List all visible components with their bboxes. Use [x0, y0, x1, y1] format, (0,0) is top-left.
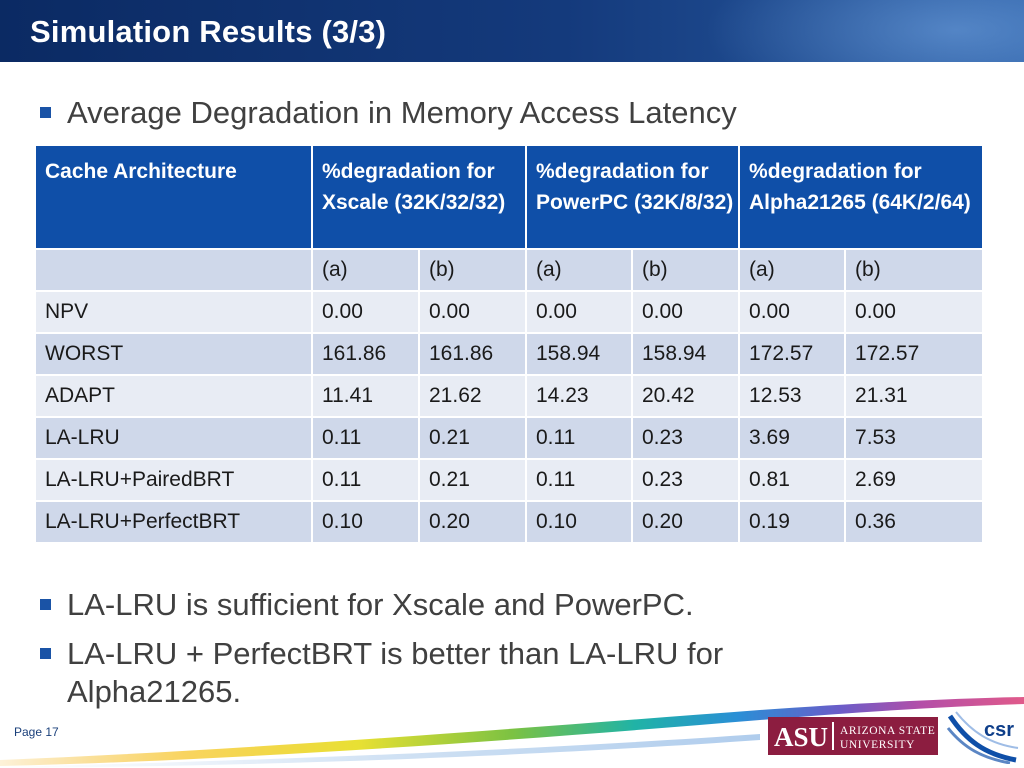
subheader-cell: (a): [311, 248, 420, 292]
page-number: Page 17: [14, 725, 59, 739]
value-cell: 21.31: [844, 374, 985, 418]
table-row: NPV 0.00 0.00 0.00 0.00 0.00 0.00: [34, 290, 985, 334]
value-cell: 0.00: [525, 290, 633, 334]
slide-title: Simulation Results (3/3): [30, 14, 387, 49]
value-cell: 0.21: [418, 458, 527, 502]
bullet-square-icon: [40, 107, 51, 118]
row-label-cell: WORST: [34, 332, 313, 376]
value-cell: 0.36: [844, 500, 985, 544]
value-cell: 172.57: [844, 332, 985, 376]
value-cell: 0.00: [844, 290, 985, 334]
table-row: WORST 161.86 161.86 158.94 158.94 172.57 172.5…: [34, 332, 985, 376]
value-cell: 161.86: [311, 332, 420, 376]
value-cell: 0.11: [525, 458, 633, 502]
bullet-text: Average Degradation in Memory Access Lat…: [67, 95, 737, 130]
value-cell: 158.94: [630, 332, 741, 376]
value-cell: 0.00: [630, 290, 741, 334]
value-cell: 0.23: [630, 458, 741, 502]
value-cell: 0.10: [525, 500, 633, 544]
table-row: LA-LRU 0.11 0.21 0.11 0.23 3.69 7.53: [34, 416, 985, 460]
subheader-cell: (a): [738, 248, 847, 292]
value-cell: 161.86: [418, 332, 527, 376]
row-label-cell: ADAPT: [34, 374, 313, 418]
value-cell: 0.81: [738, 458, 847, 502]
value-cell: 0.10: [311, 500, 420, 544]
asu-name-line2: UNIVERSITY: [840, 739, 915, 751]
header-xscale: %degradation for Xscale (32K/32/32): [311, 144, 527, 250]
subheader-cell: (a): [525, 248, 633, 292]
bullet-text-line: LA-LRU + PerfectBRT is better than LA-LR…: [67, 636, 724, 671]
asu-name-line1: ARIZONA STATE: [840, 725, 935, 737]
value-cell: 0.11: [525, 416, 633, 460]
bullet-square-icon: [40, 648, 51, 659]
value-cell: 14.23: [525, 374, 633, 418]
value-cell: 0.19: [738, 500, 847, 544]
value-cell: 0.00: [311, 290, 420, 334]
value-cell: 0.23: [630, 416, 741, 460]
value-cell: 7.53: [844, 416, 985, 460]
table-row: LA-LRU+PerfectBRT 0.10 0.20 0.10 0.20 0.19 0.3…: [34, 500, 985, 544]
value-cell: 0.21: [418, 416, 527, 460]
value-cell: 0.20: [630, 500, 741, 544]
header-cache-architecture: Cache Architecture: [34, 144, 313, 250]
value-cell: 0.00: [418, 290, 527, 334]
row-label-cell: NPV: [34, 290, 313, 334]
subheader-cell: (b): [630, 248, 741, 292]
value-cell: 2.69: [844, 458, 985, 502]
header-alpha21265: %degradation for Alpha21265 (64K/2/64): [738, 144, 985, 250]
value-cell: 20.42: [630, 374, 741, 418]
value-cell: 12.53: [738, 374, 847, 418]
bullet-text: LA-LRU is sufficient for Xscale and Powe…: [67, 587, 694, 622]
value-cell: 0.11: [311, 416, 420, 460]
header-powerpc: %degradation for PowerPC (32K/8/32): [524, 144, 741, 250]
table-header-row: Cache Architecture %degradation for Xsca…: [34, 144, 985, 250]
row-label-cell: LA-LRU+PerfectBRT: [34, 500, 313, 544]
subheader-cell: (b): [844, 248, 985, 292]
csr-logo: csr: [946, 711, 1019, 764]
bullet-text: LA-LRU + PerfectBRT is better than LA-LR…: [67, 635, 723, 711]
value-cell: 172.57: [738, 332, 847, 376]
table-row: LA-LRU+PairedBRT 0.11 0.21 0.11 0.23 0.81 2.69: [34, 458, 985, 502]
rainbow-swoosh: [0, 697, 1024, 768]
value-cell: 158.94: [525, 332, 633, 376]
results-table: Cache Architecture %degradation for Xsca…: [34, 144, 985, 544]
csr-mark: csr: [984, 719, 1014, 741]
table-subheader-row: (a) (b) (a) (b) (a) (b): [34, 248, 985, 292]
value-cell: 11.41: [311, 374, 420, 418]
value-cell: 21.62: [418, 374, 527, 418]
table-row: ADAPT 11.41 21.62 14.23 20.42 12.53 21.31: [34, 374, 985, 418]
asu-mark: ASU: [774, 722, 828, 752]
title-bar: Simulation Results (3/3): [0, 0, 1024, 62]
value-cell: 0.11: [311, 458, 420, 502]
value-cell: 0.20: [418, 500, 527, 544]
bullet-text-line: Alpha21265.: [67, 674, 242, 709]
row-label-cell: LA-LRU+PairedBRT: [34, 458, 313, 502]
subheader-cell: (b): [418, 248, 527, 292]
value-cell: 0.00: [738, 290, 847, 334]
row-label-cell: LA-LRU: [34, 416, 313, 460]
value-cell: 3.69: [738, 416, 847, 460]
subheader-cell: [34, 248, 313, 292]
bullet-square-icon: [40, 599, 51, 610]
asu-logo: ASU ARIZONA STATE UNIVERSITY: [768, 717, 938, 755]
